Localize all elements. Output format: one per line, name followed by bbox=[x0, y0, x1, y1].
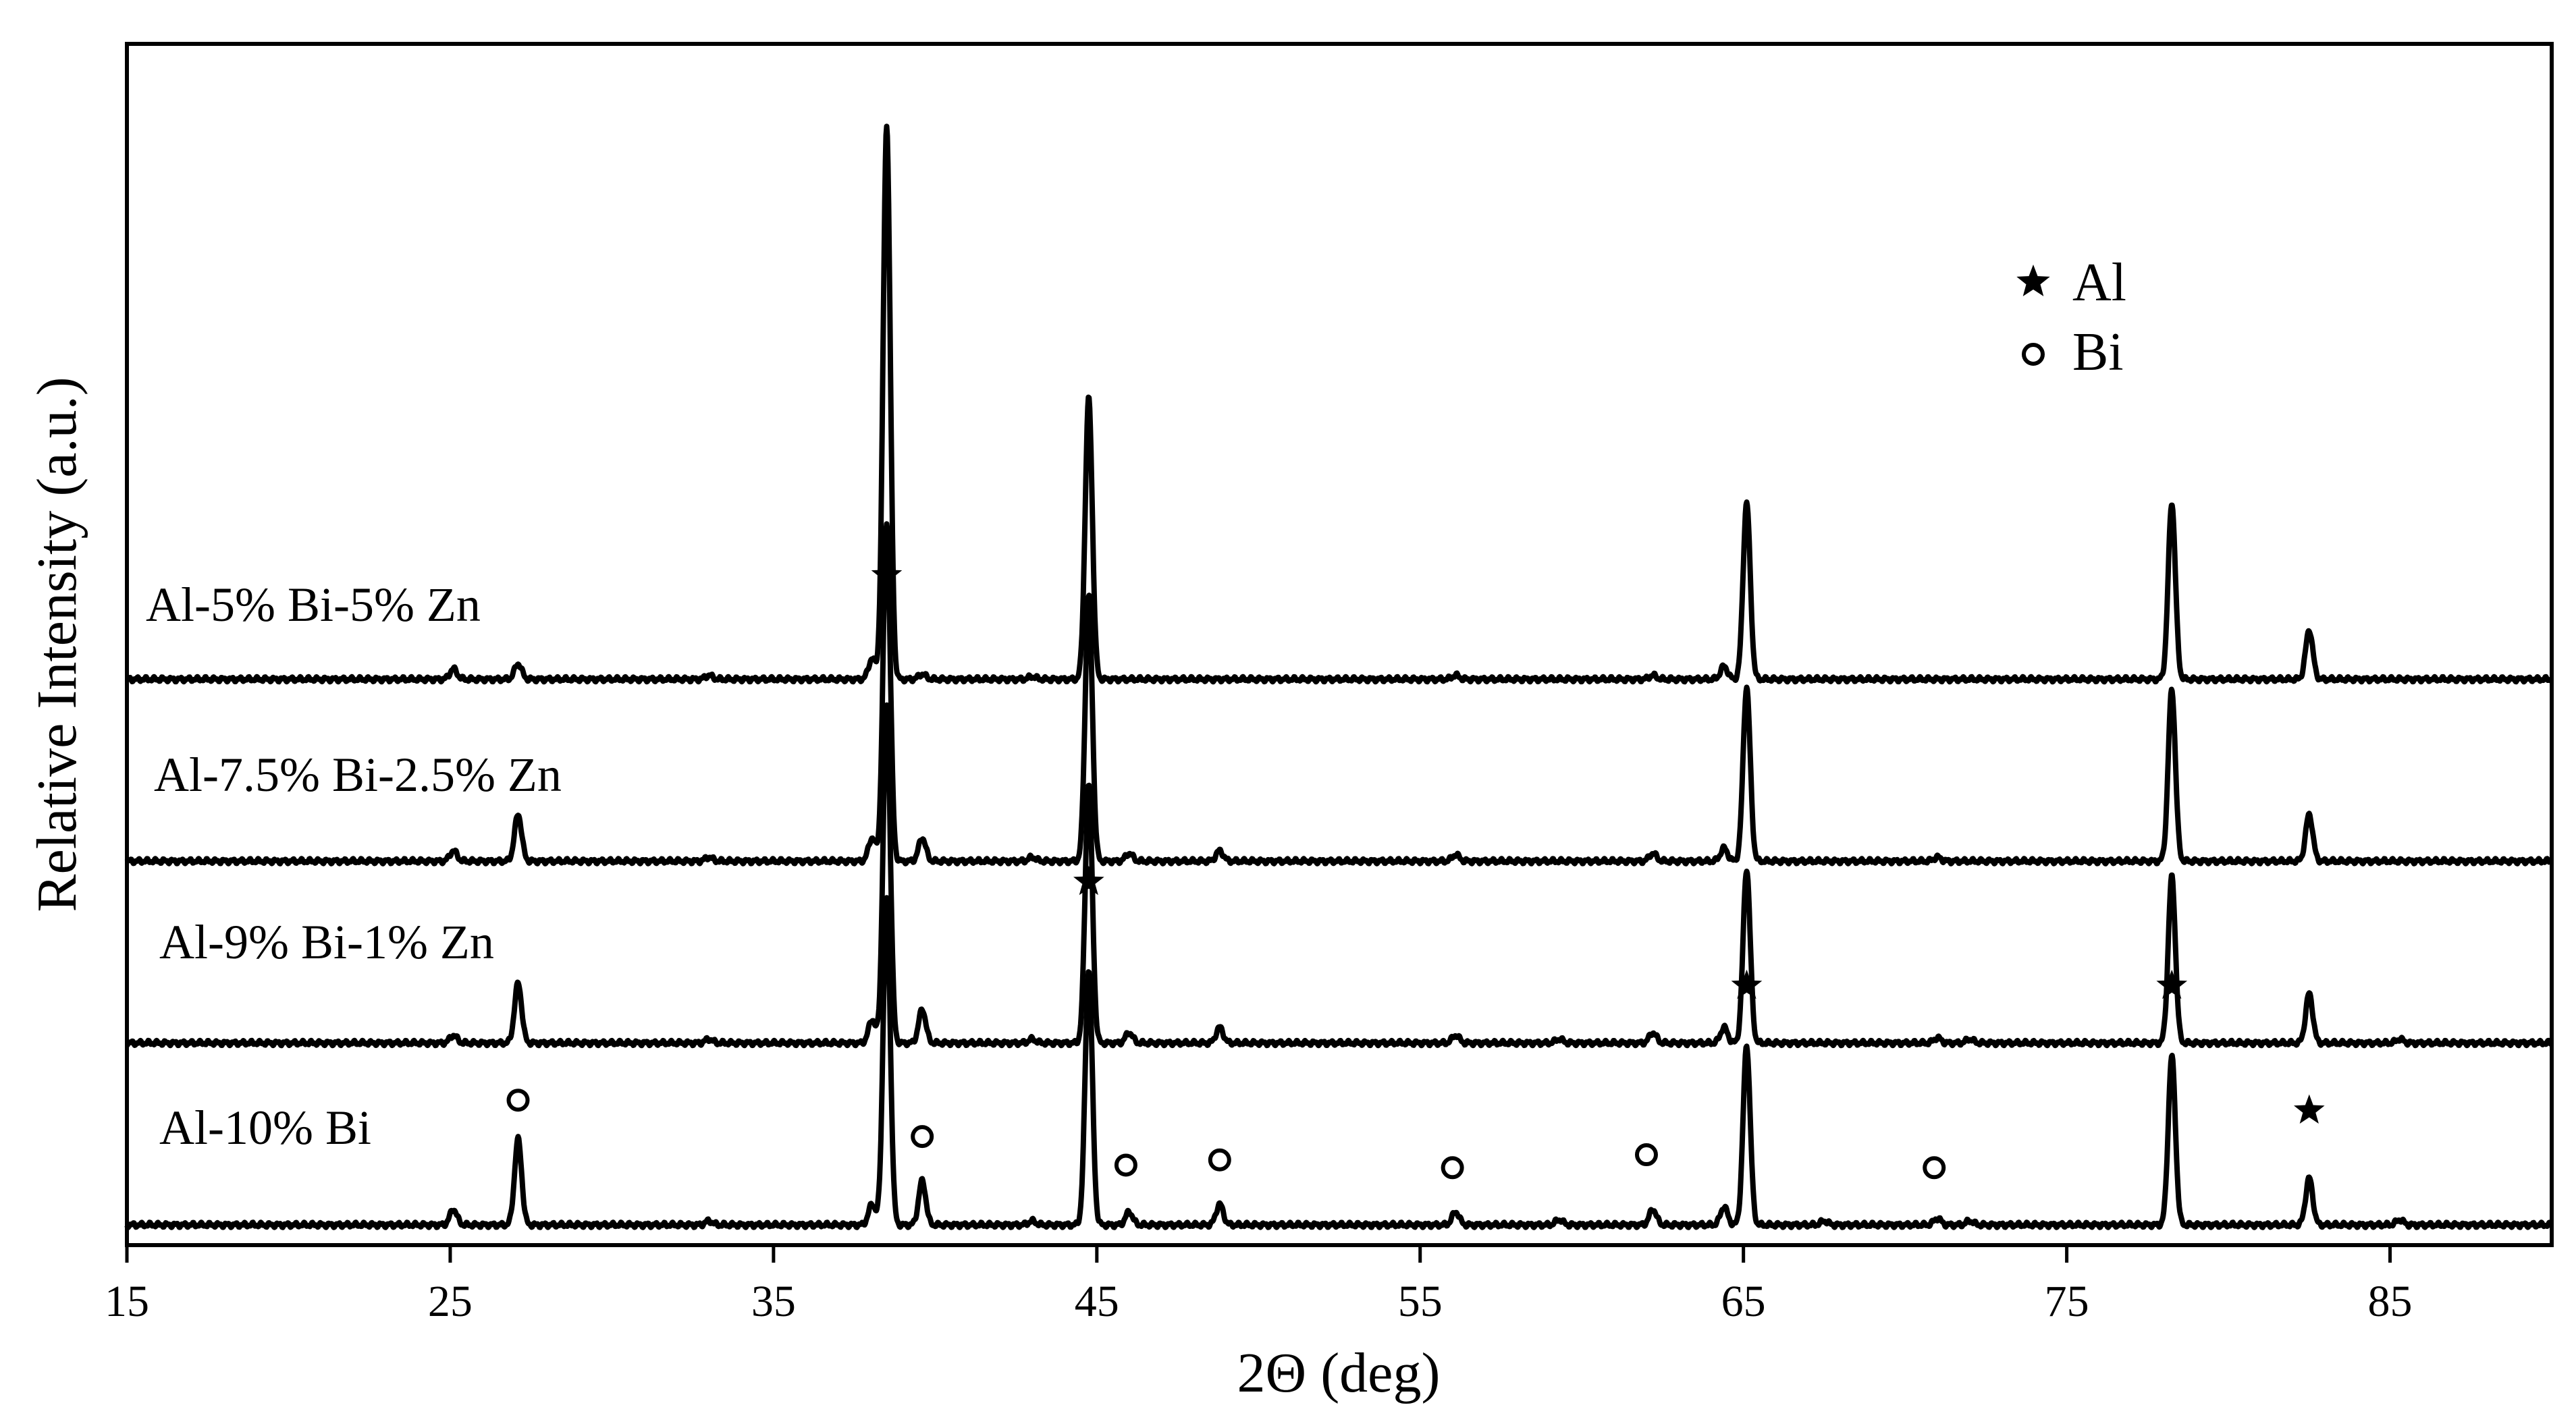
open-circle-icon bbox=[1114, 1153, 1137, 1177]
star-icon bbox=[1073, 865, 1104, 896]
star-icon bbox=[2294, 1094, 2325, 1124]
x-tick-label: 15 bbox=[105, 1277, 149, 1326]
x-tick-label: 45 bbox=[1075, 1277, 1119, 1326]
series-label: Al-7.5% Bi-2.5% Zn bbox=[154, 748, 562, 802]
series-label: Al-10% Bi bbox=[159, 1101, 371, 1155]
x-tick-label: 25 bbox=[428, 1277, 473, 1326]
series-labels: Al-10% Bi Al-9% Bi-1% Zn Al-7.5% Bi-2.5% Z… bbox=[146, 578, 562, 1155]
x-tick-label: 55 bbox=[1398, 1277, 1443, 1326]
series-line bbox=[125, 123, 2554, 685]
series-label: Al-5% Bi-5% Zn bbox=[146, 578, 481, 632]
legend-label-bi: Bi bbox=[2072, 323, 2124, 382]
open-circle-icon bbox=[506, 1089, 530, 1112]
open-circle-icon bbox=[911, 1125, 934, 1149]
x-axis-ticks bbox=[125, 1245, 2392, 1263]
series-line bbox=[124, 702, 2554, 1049]
star-icon bbox=[1731, 969, 1763, 999]
bi-peak-markers bbox=[506, 1089, 1946, 1180]
star-icon bbox=[2016, 265, 2050, 296]
star-icon bbox=[871, 559, 903, 588]
series-line bbox=[124, 521, 2554, 867]
open-circle-icon bbox=[2022, 343, 2045, 366]
series-label: Al-9% Bi-1% Zn bbox=[159, 915, 494, 969]
x-tick-label: 65 bbox=[1721, 1277, 1766, 1326]
y-axis-title: Relative Intensity (a.u.) bbox=[26, 377, 88, 912]
legend-item-al: Al bbox=[2016, 253, 2126, 312]
star-icon bbox=[2156, 969, 2188, 999]
x-axis-tick-labels: 15 25 35 45 55 65 75 85 bbox=[105, 1277, 2413, 1326]
x-tick-label: 85 bbox=[2368, 1277, 2413, 1326]
legend-label-al: Al bbox=[2072, 253, 2126, 312]
open-circle-icon bbox=[1923, 1156, 1946, 1180]
series-lines bbox=[124, 123, 2554, 1230]
series-line bbox=[124, 895, 2554, 1230]
x-axis-title: 2Θ (deg) bbox=[1237, 1342, 1441, 1404]
legend-item-bi: Bi bbox=[2022, 323, 2124, 382]
open-circle-icon bbox=[1208, 1148, 1231, 1172]
x-tick-label: 75 bbox=[2045, 1277, 2089, 1326]
legend: Al Bi bbox=[2016, 253, 2126, 382]
x-tick-label: 35 bbox=[751, 1277, 796, 1326]
open-circle-icon bbox=[1634, 1143, 1658, 1167]
al-peak-markers bbox=[871, 559, 2325, 1124]
plot-frame bbox=[125, 42, 2554, 1247]
open-circle-icon bbox=[1441, 1156, 1464, 1180]
